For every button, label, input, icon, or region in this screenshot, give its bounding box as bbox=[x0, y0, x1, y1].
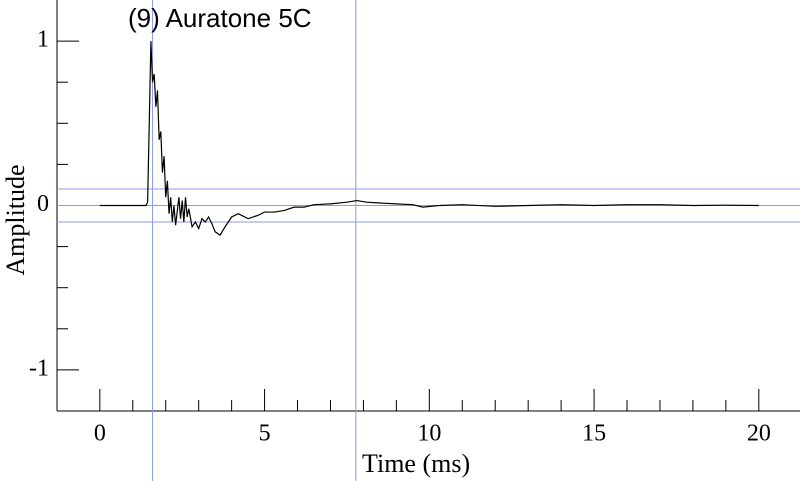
y-tick-label: -1 bbox=[29, 355, 49, 381]
x-tick-label: 5 bbox=[259, 421, 271, 447]
y-tick-label: 0 bbox=[37, 191, 49, 217]
y-tick-label: 1 bbox=[37, 27, 49, 53]
data-line bbox=[99, 41, 759, 236]
x-tick-label: 10 bbox=[417, 421, 441, 447]
y-axis-label: Amplitude bbox=[1, 164, 30, 275]
x-tick-label: 20 bbox=[747, 421, 771, 447]
x-axis-label: Time (ms) bbox=[362, 449, 470, 478]
x-tick-label: 15 bbox=[582, 421, 606, 447]
x-tick-label: 0 bbox=[94, 421, 106, 447]
chart-title: (9) Auratone 5C bbox=[128, 3, 312, 33]
